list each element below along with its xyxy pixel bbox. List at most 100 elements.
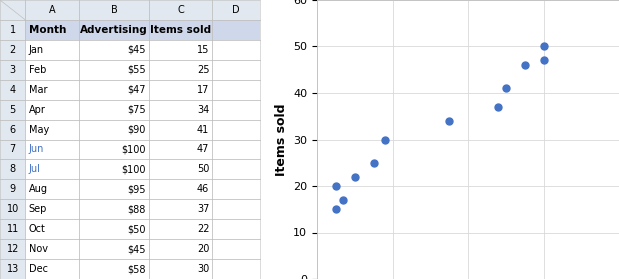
Text: B: B bbox=[111, 5, 118, 15]
FancyBboxPatch shape bbox=[212, 179, 260, 199]
Text: 5: 5 bbox=[9, 105, 16, 115]
Text: Mar: Mar bbox=[28, 85, 47, 95]
FancyBboxPatch shape bbox=[212, 100, 260, 120]
Point bbox=[339, 198, 348, 202]
FancyBboxPatch shape bbox=[79, 100, 149, 120]
Text: $50: $50 bbox=[128, 224, 146, 234]
FancyBboxPatch shape bbox=[149, 239, 212, 259]
Text: 34: 34 bbox=[197, 105, 209, 115]
Text: 47: 47 bbox=[197, 145, 209, 155]
FancyBboxPatch shape bbox=[149, 199, 212, 219]
FancyBboxPatch shape bbox=[0, 100, 25, 120]
Text: A: A bbox=[49, 5, 56, 15]
Text: $75: $75 bbox=[128, 105, 146, 115]
Text: 3: 3 bbox=[10, 65, 15, 75]
Text: Nov: Nov bbox=[28, 244, 48, 254]
FancyBboxPatch shape bbox=[79, 0, 149, 20]
FancyBboxPatch shape bbox=[0, 0, 25, 20]
FancyBboxPatch shape bbox=[79, 20, 149, 40]
FancyBboxPatch shape bbox=[79, 40, 149, 60]
Point bbox=[350, 174, 360, 179]
Text: 9: 9 bbox=[10, 184, 15, 194]
FancyBboxPatch shape bbox=[149, 140, 212, 159]
FancyBboxPatch shape bbox=[149, 80, 212, 100]
Point bbox=[501, 86, 511, 91]
Text: $100: $100 bbox=[121, 164, 146, 174]
Text: May: May bbox=[28, 124, 49, 134]
FancyBboxPatch shape bbox=[149, 219, 212, 239]
FancyBboxPatch shape bbox=[25, 120, 79, 140]
FancyBboxPatch shape bbox=[0, 20, 25, 40]
Point bbox=[331, 184, 341, 188]
Text: 1: 1 bbox=[10, 25, 15, 35]
FancyBboxPatch shape bbox=[25, 0, 79, 20]
Point bbox=[369, 160, 379, 165]
FancyBboxPatch shape bbox=[149, 100, 212, 120]
Text: 12: 12 bbox=[6, 244, 19, 254]
Text: $90: $90 bbox=[128, 124, 146, 134]
FancyBboxPatch shape bbox=[79, 159, 149, 179]
FancyBboxPatch shape bbox=[25, 80, 79, 100]
Text: Jul: Jul bbox=[28, 164, 40, 174]
FancyBboxPatch shape bbox=[212, 159, 260, 179]
FancyBboxPatch shape bbox=[0, 199, 25, 219]
Text: D: D bbox=[232, 5, 240, 15]
FancyBboxPatch shape bbox=[79, 179, 149, 199]
FancyBboxPatch shape bbox=[0, 40, 25, 60]
FancyBboxPatch shape bbox=[149, 60, 212, 80]
FancyBboxPatch shape bbox=[212, 199, 260, 219]
FancyBboxPatch shape bbox=[79, 80, 149, 100]
Text: 15: 15 bbox=[197, 45, 209, 55]
FancyBboxPatch shape bbox=[0, 140, 25, 159]
Text: $55: $55 bbox=[128, 65, 146, 75]
FancyBboxPatch shape bbox=[149, 259, 212, 279]
FancyBboxPatch shape bbox=[25, 20, 79, 40]
FancyBboxPatch shape bbox=[79, 259, 149, 279]
Text: 17: 17 bbox=[197, 85, 209, 95]
FancyBboxPatch shape bbox=[149, 120, 212, 140]
FancyBboxPatch shape bbox=[79, 199, 149, 219]
FancyBboxPatch shape bbox=[79, 140, 149, 159]
FancyBboxPatch shape bbox=[25, 199, 79, 219]
FancyBboxPatch shape bbox=[212, 120, 260, 140]
Text: 50: 50 bbox=[197, 164, 209, 174]
Point bbox=[539, 58, 548, 63]
Text: 6: 6 bbox=[10, 124, 15, 134]
FancyBboxPatch shape bbox=[0, 239, 25, 259]
FancyBboxPatch shape bbox=[0, 60, 25, 80]
FancyBboxPatch shape bbox=[149, 20, 212, 40]
Text: Jun: Jun bbox=[28, 145, 44, 155]
FancyBboxPatch shape bbox=[25, 60, 79, 80]
Text: 2: 2 bbox=[9, 45, 16, 55]
FancyBboxPatch shape bbox=[212, 20, 260, 40]
Text: Aug: Aug bbox=[28, 184, 48, 194]
FancyBboxPatch shape bbox=[25, 100, 79, 120]
FancyBboxPatch shape bbox=[149, 40, 212, 60]
Text: C: C bbox=[177, 5, 184, 15]
FancyBboxPatch shape bbox=[0, 120, 25, 140]
Text: 13: 13 bbox=[7, 264, 19, 274]
FancyBboxPatch shape bbox=[212, 239, 260, 259]
FancyBboxPatch shape bbox=[0, 259, 25, 279]
Text: $100: $100 bbox=[121, 145, 146, 155]
FancyBboxPatch shape bbox=[25, 40, 79, 60]
Text: $45: $45 bbox=[128, 244, 146, 254]
FancyBboxPatch shape bbox=[149, 159, 212, 179]
FancyBboxPatch shape bbox=[149, 0, 212, 20]
Text: 20: 20 bbox=[197, 244, 209, 254]
Text: 46: 46 bbox=[197, 184, 209, 194]
Text: Advertising: Advertising bbox=[80, 25, 148, 35]
Text: $88: $88 bbox=[128, 204, 146, 214]
Text: 10: 10 bbox=[7, 204, 19, 214]
FancyBboxPatch shape bbox=[212, 0, 260, 20]
FancyBboxPatch shape bbox=[0, 179, 25, 199]
Text: $95: $95 bbox=[128, 184, 146, 194]
Point bbox=[493, 105, 503, 109]
Point bbox=[539, 44, 548, 49]
FancyBboxPatch shape bbox=[25, 159, 79, 179]
Text: $47: $47 bbox=[128, 85, 146, 95]
Text: 25: 25 bbox=[197, 65, 209, 75]
FancyBboxPatch shape bbox=[25, 219, 79, 239]
FancyBboxPatch shape bbox=[0, 80, 25, 100]
FancyBboxPatch shape bbox=[212, 259, 260, 279]
